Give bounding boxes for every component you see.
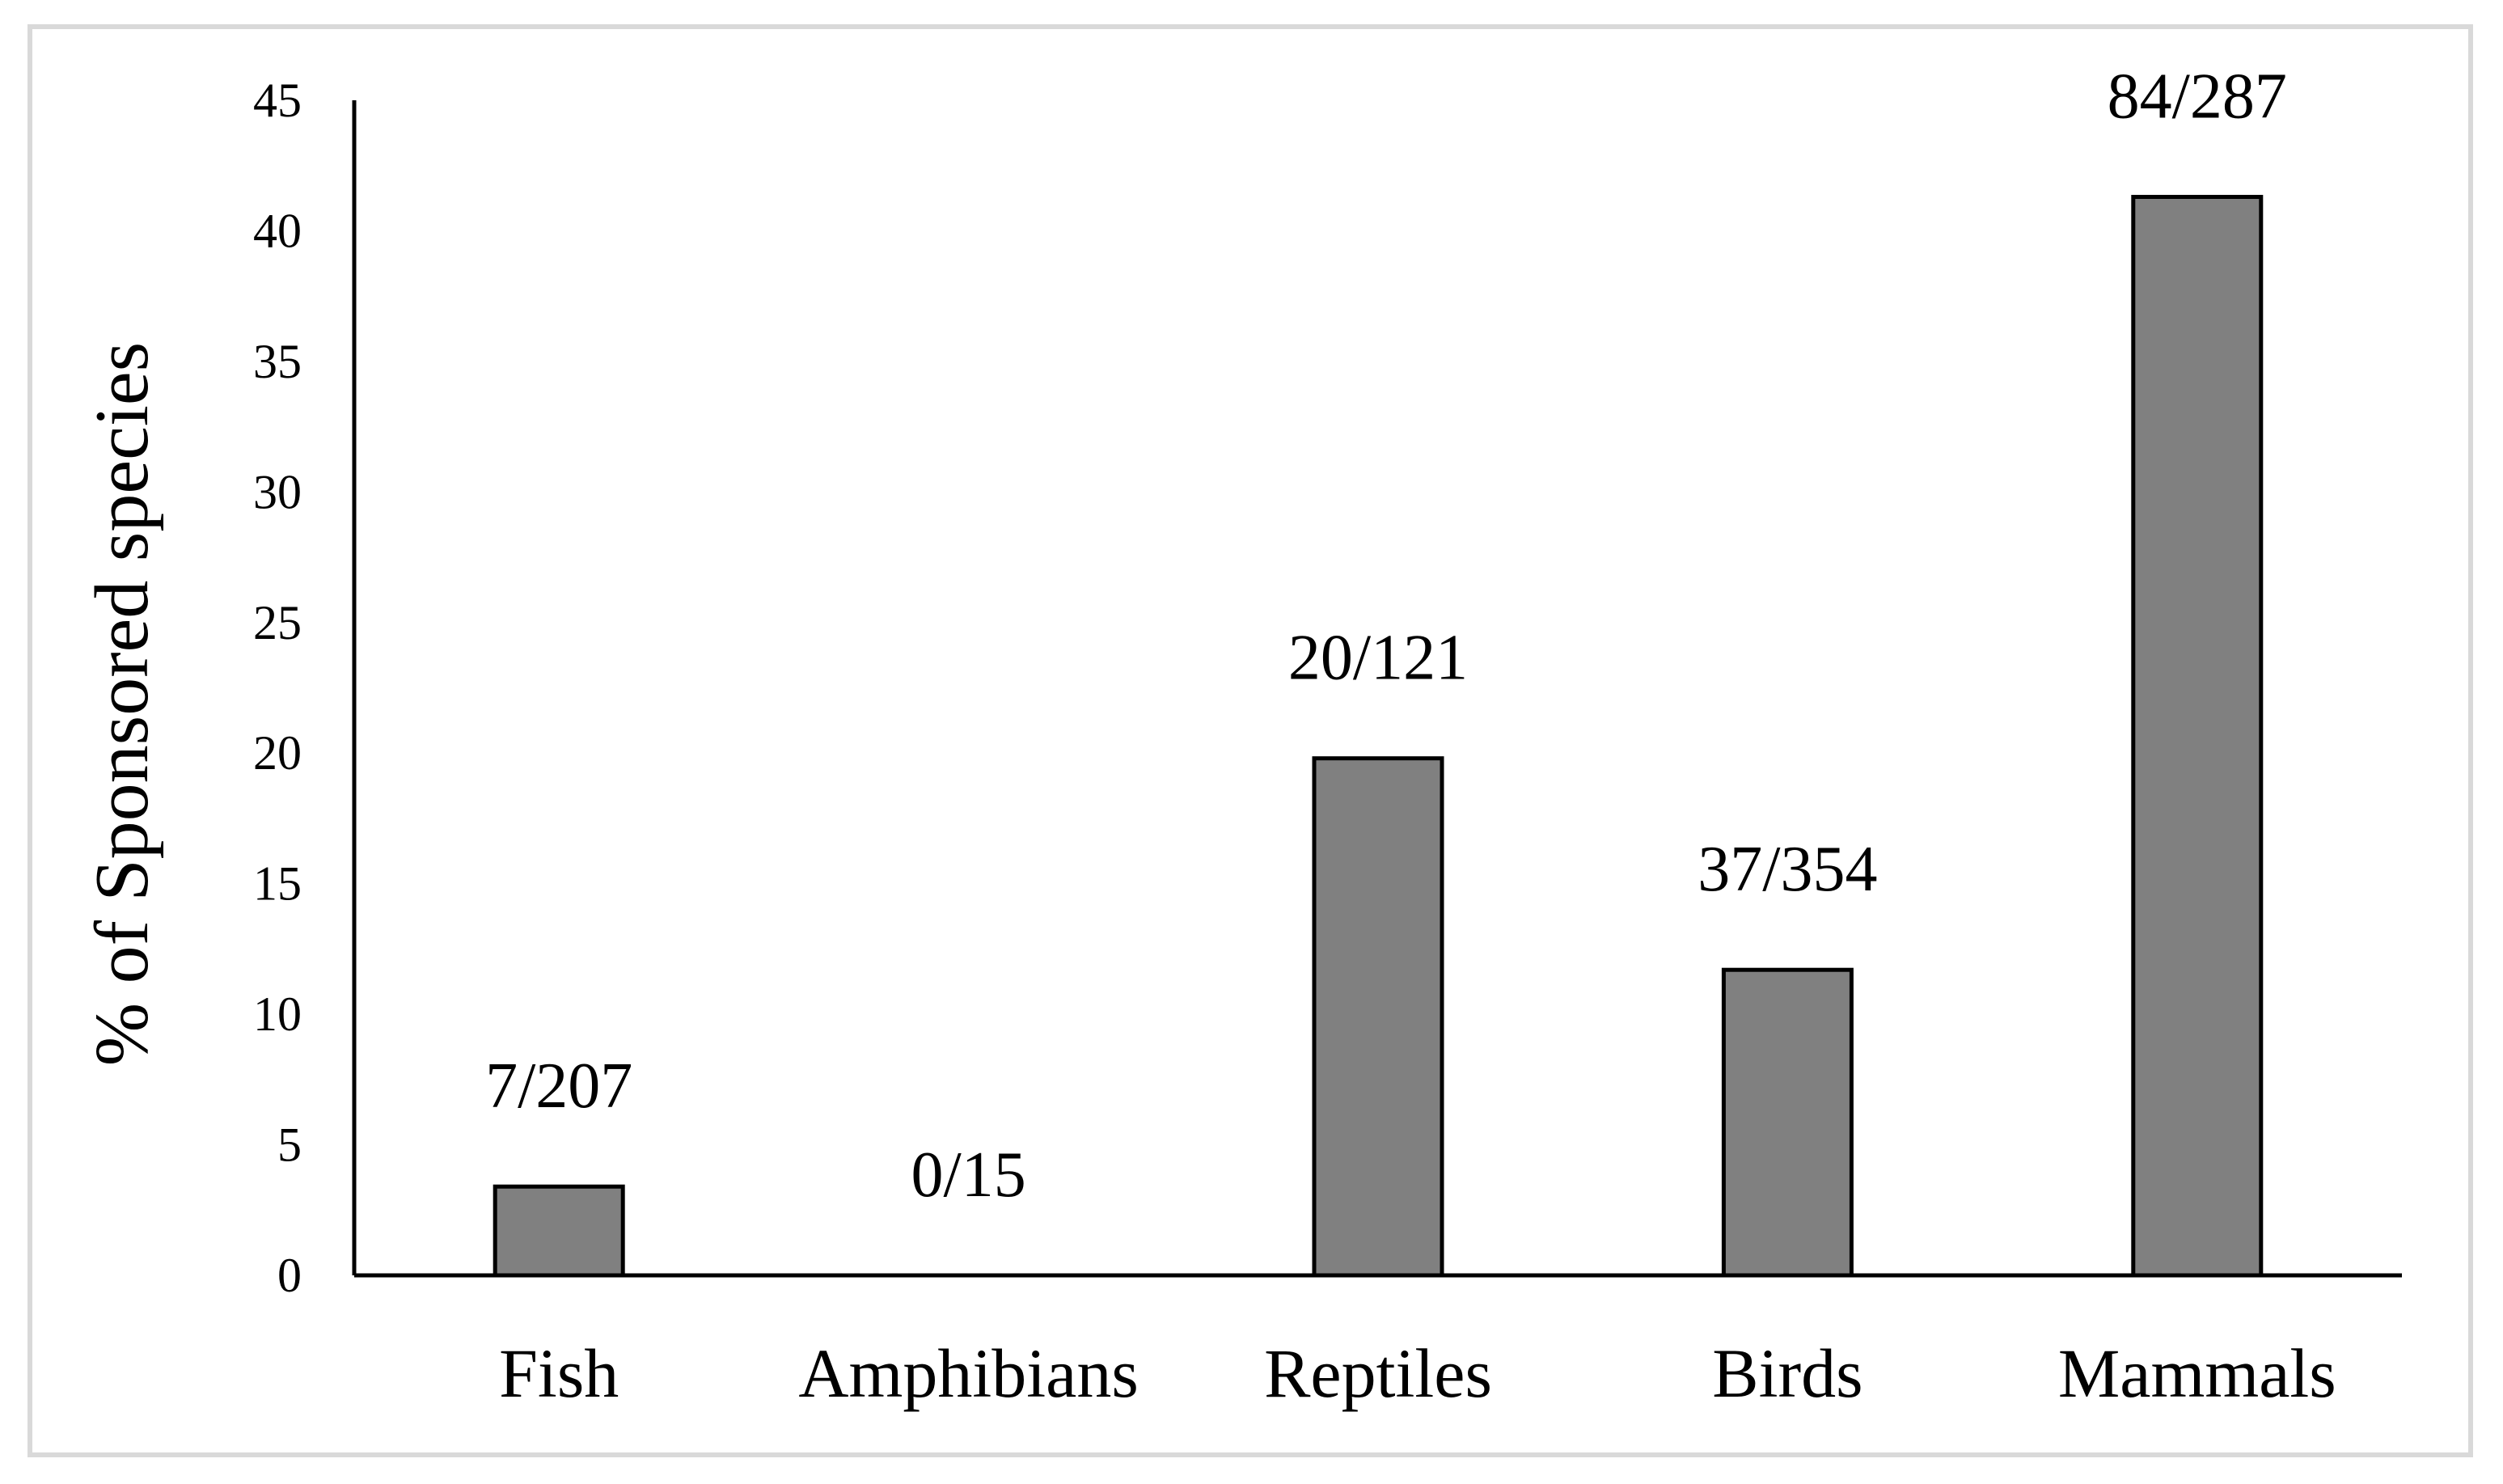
y-axis-title: % of Sponsored species	[80, 342, 164, 1066]
category-label-amphibians: Amphibians	[798, 1334, 1138, 1412]
data-labels: 7/207 0/15 20/121 37/354 84/287	[485, 61, 2287, 1211]
y-tick-label: 10	[253, 987, 302, 1041]
chart-frame	[27, 24, 2473, 1457]
axes-layer	[352, 100, 2402, 1278]
category-label-fish: Fish	[499, 1334, 619, 1412]
y-tick-label: 25	[253, 596, 302, 649]
y-tick-label: 35	[253, 335, 302, 388]
category-labels: Fish Amphibians Reptiles Birds Mammals	[499, 1334, 2336, 1412]
category-label-birds: Birds	[1712, 1334, 1862, 1412]
y-tick-label: 5	[277, 1118, 302, 1172]
y-tick-label: 30	[253, 465, 302, 518]
y-tick-label: 15	[253, 857, 302, 911]
y-tick-labels: 0 5 10 15 20 25 30 35 40 45	[253, 74, 302, 1302]
data-label-amphibians: 0/15	[911, 1139, 1025, 1211]
y-tick-label: 0	[277, 1249, 302, 1302]
bar-reptiles	[1312, 756, 1444, 1278]
category-label-mammals: Mammals	[2058, 1334, 2336, 1412]
y-tick-label: 40	[253, 204, 302, 257]
category-label-reptiles: Reptiles	[1264, 1334, 1492, 1412]
bars-layer	[493, 194, 2264, 1278]
data-label-birds: 37/354	[1698, 834, 1877, 905]
data-label-fish: 7/207	[485, 1051, 632, 1122]
data-label-reptiles: 20/121	[1288, 623, 1468, 694]
bar-mammals	[2131, 194, 2264, 1278]
bar-birds	[1721, 967, 1854, 1278]
y-tick-label: 45	[253, 74, 302, 127]
y-tick-label: 20	[253, 726, 302, 780]
data-label-mammals: 84/287	[2108, 61, 2287, 132]
bar-fish	[493, 1184, 625, 1278]
